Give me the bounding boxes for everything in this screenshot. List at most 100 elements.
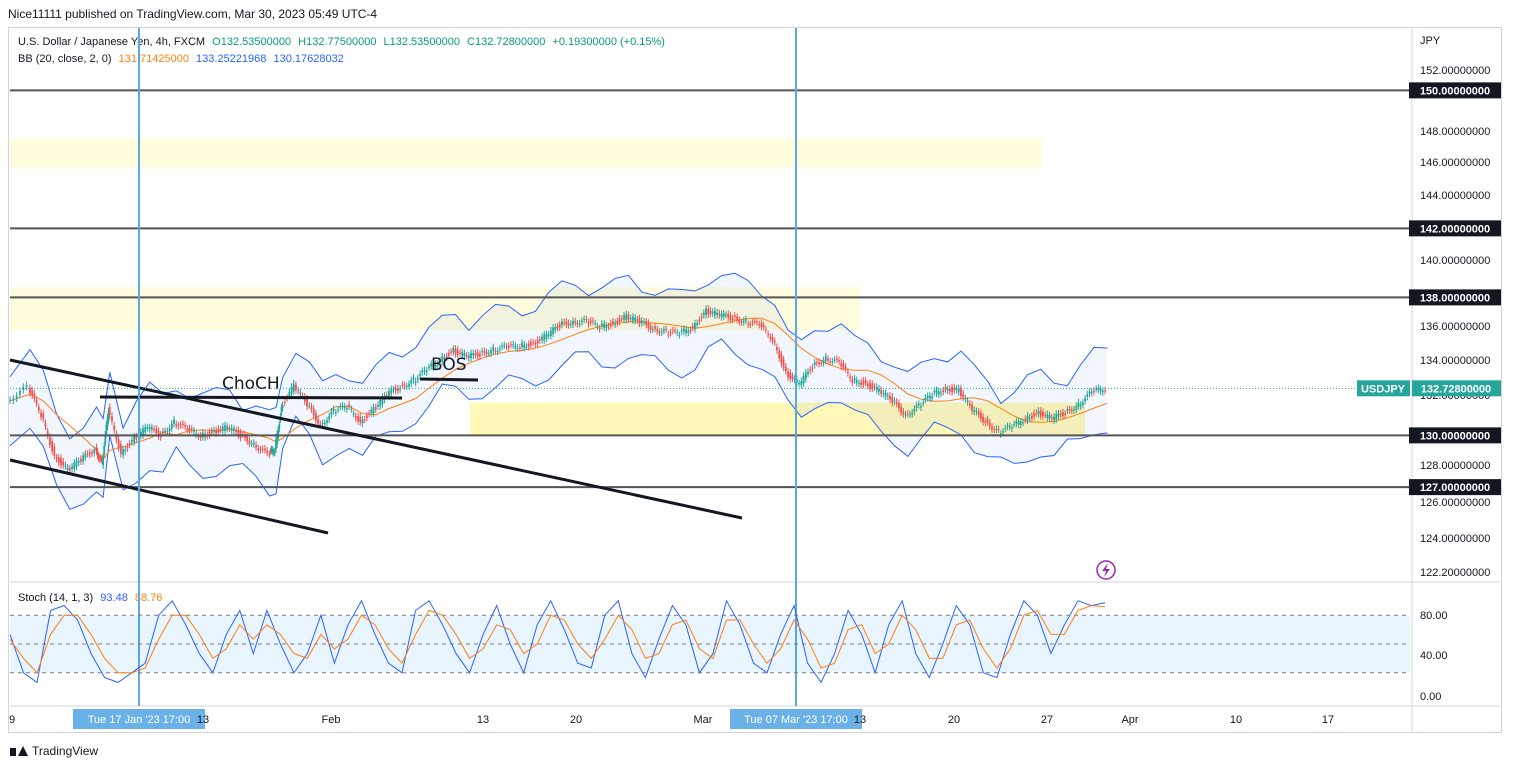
candle-body	[98, 458, 101, 460]
candle-body	[179, 424, 182, 426]
zone-1	[10, 138, 1042, 168]
candle-body	[638, 318, 641, 324]
candle-body	[35, 399, 38, 404]
stoch-k-line	[9, 599, 1106, 684]
candle-body	[350, 408, 353, 410]
candle-body	[678, 335, 681, 337]
candle-body	[1068, 409, 1071, 411]
time-tick-label: Mar	[694, 714, 713, 726]
candle-body	[193, 430, 195, 432]
candle-body	[441, 356, 444, 362]
candle-body	[862, 380, 865, 385]
candle-body	[935, 389, 938, 394]
candle-body	[946, 388, 949, 391]
candle-body	[660, 331, 663, 333]
candle-body	[667, 334, 670, 336]
candle-body	[363, 419, 366, 421]
candle-body	[510, 344, 512, 346]
candle-body	[804, 372, 807, 380]
time-tick-label: 13	[197, 714, 209, 726]
candle-body	[922, 401, 925, 404]
candle-body	[503, 345, 506, 347]
candle-body	[485, 351, 488, 354]
candle-body	[1042, 411, 1044, 417]
candle-body	[558, 324, 561, 328]
candle-body	[425, 370, 428, 373]
candle-body	[40, 412, 42, 418]
candle-body	[937, 391, 940, 395]
candle-body	[276, 434, 279, 445]
candle-body	[230, 427, 233, 431]
candle-body	[791, 375, 794, 379]
candle-body	[869, 382, 871, 389]
candle-body	[1070, 409, 1073, 411]
candle-body	[388, 391, 390, 397]
candle-body	[917, 403, 920, 405]
price-tick-label: 128.00000000	[1420, 460, 1490, 472]
candle-body	[341, 405, 344, 407]
candle-body	[1101, 390, 1104, 393]
price-tick-label: 140.00000000	[1420, 255, 1490, 267]
candle-body	[105, 424, 108, 434]
candle-body	[966, 400, 969, 403]
candle-body	[1077, 402, 1080, 407]
candle-body	[352, 413, 355, 415]
trendline-1	[9, 358, 743, 520]
candle-body	[434, 363, 437, 368]
candle-body	[822, 360, 825, 364]
candle-body	[942, 390, 945, 393]
candle-body	[68, 468, 71, 471]
candle-body	[487, 353, 490, 355]
level-tag	[1409, 479, 1501, 496]
candle-body	[931, 396, 934, 399]
candle-body	[547, 334, 550, 336]
candle-body	[583, 319, 586, 321]
candle-body	[831, 361, 834, 363]
candle-body	[554, 327, 557, 331]
candle-body	[330, 411, 333, 416]
candle-body	[472, 353, 475, 356]
time-tick-label: 13	[854, 714, 866, 726]
candle-body	[436, 363, 439, 365]
candle-body	[252, 442, 255, 445]
candle-body	[1035, 412, 1038, 414]
candle-body	[640, 320, 643, 324]
candle-body	[960, 388, 962, 397]
stoch-tick-label: 80.00	[1420, 610, 1448, 622]
candle-body	[629, 317, 632, 319]
candle-body	[1030, 415, 1033, 419]
candle-body	[164, 431, 167, 433]
candle-body	[280, 406, 283, 413]
candle-body	[208, 431, 211, 436]
candle-body	[1024, 418, 1027, 420]
candle-body	[1079, 404, 1082, 407]
bb-fill	[10, 273, 1108, 510]
candle-body	[401, 384, 404, 386]
candle-body	[73, 462, 76, 469]
candle-body	[731, 318, 734, 320]
time-tick-label: Apr	[1121, 714, 1138, 726]
candle-body	[281, 405, 284, 409]
stoch-tick-label: 0.00	[1420, 691, 1441, 703]
candle-body	[891, 396, 894, 404]
candle-body	[776, 346, 778, 351]
candle-body	[343, 406, 346, 409]
candle-body	[793, 378, 796, 381]
candle-body	[957, 387, 960, 393]
time-tick-label: 20	[570, 714, 582, 726]
candle-body	[674, 330, 676, 332]
candle-body	[911, 412, 914, 415]
candle-body	[99, 458, 102, 460]
candle-body	[1044, 414, 1047, 416]
candle-body	[1095, 388, 1098, 390]
candle-body	[397, 388, 399, 391]
candle-body	[25, 385, 28, 387]
candle-body	[357, 416, 359, 422]
candle-body	[800, 380, 803, 386]
candle-body	[319, 424, 322, 426]
candle-body	[742, 320, 745, 323]
candle-body	[705, 308, 707, 315]
candle-body	[603, 323, 605, 328]
chart-frame	[8, 27, 1502, 733]
